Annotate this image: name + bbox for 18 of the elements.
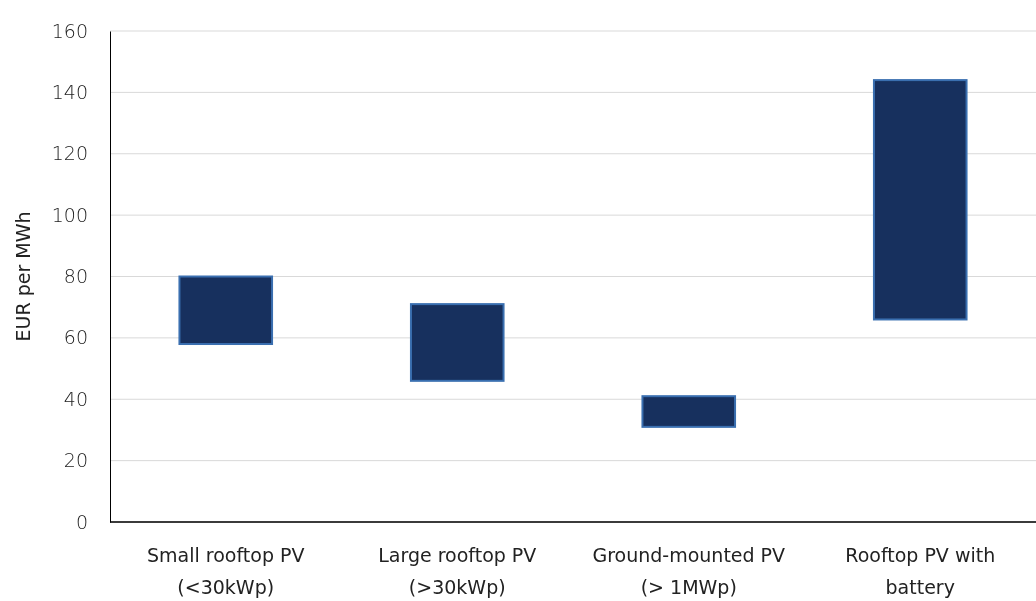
y-axis-title: EUR per MWh	[12, 211, 34, 342]
y-tick-label: 20	[63, 449, 88, 472]
y-tick-label: 120	[51, 142, 88, 165]
x-tick-label: Small rooftop PV (<30kWp)	[147, 544, 305, 598]
x-tick-label: Large rooftop PV (>30kWp)	[378, 544, 537, 598]
bar	[178, 275, 274, 346]
x-tick-label: Ground-mounted PV (> 1MWp)	[592, 544, 786, 598]
y-tick-label: 60	[63, 326, 88, 349]
bar	[872, 79, 968, 321]
bar	[641, 395, 737, 428]
y-tick-label: 80	[63, 265, 88, 288]
y-tick-label: 140	[51, 80, 88, 103]
y-tick-label: 100	[51, 203, 88, 226]
y-tick-label: 0	[75, 510, 88, 533]
y-tick-label: 160	[51, 19, 88, 42]
x-tick-label: Rooftop PV with battery	[845, 544, 996, 598]
y-tick-label: 40	[63, 387, 88, 410]
bar	[409, 303, 505, 382]
